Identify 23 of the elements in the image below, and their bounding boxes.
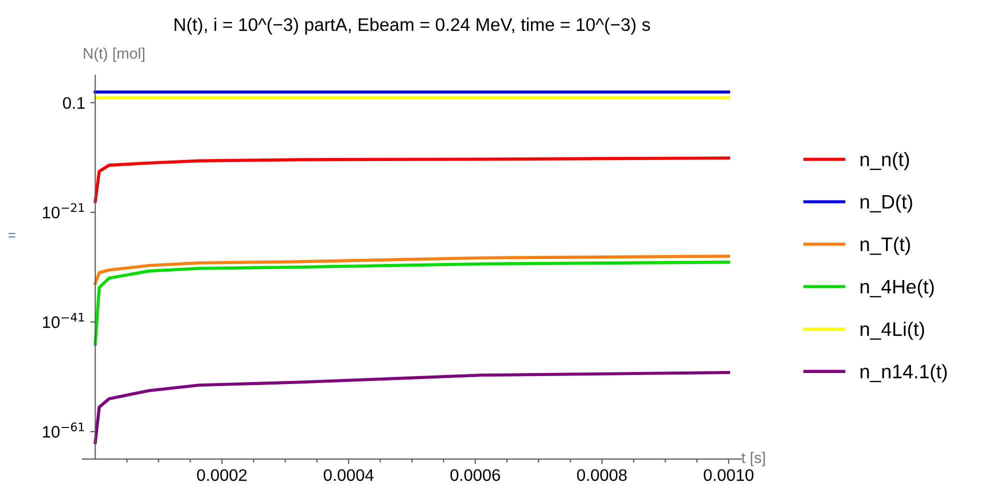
legend-label: n_n14.1(t) — [860, 364, 947, 382]
line-series — [94, 260, 730, 346]
y-axis-title: N(t) [mol] — [84, 48, 144, 62]
text: = — [8, 232, 16, 238]
legend-label: n_D(t) — [860, 194, 912, 213]
x-tick-label: 0.0002 — [197, 469, 247, 481]
y-tick-label: 10$^{−21}$ — [42, 203, 84, 218]
x-tick-label: 0.0006 — [450, 469, 500, 481]
y-tick-label: 0.1 — [63, 97, 85, 109]
line-series — [94, 371, 730, 444]
x-tick-label: 0.0010 — [704, 469, 754, 481]
chart-title: N(t), i = 10^(−3) partA, Ebeam = 0.24 MeV, time = 10^(−3) s — [174, 18, 650, 35]
legend-label: n_4Li(t) — [860, 322, 924, 340]
legend-label: n_4He(t) — [860, 279, 934, 298]
line-series — [94, 254, 730, 286]
line-series — [94, 156, 730, 203]
x-axis-title: t [s] — [742, 452, 765, 466]
x-tick-label: 0.0008 — [577, 469, 627, 481]
y-tick-label: 10$^{−61}$ — [42, 422, 84, 438]
legend-label: n_T(t) — [860, 236, 910, 255]
x-tick-label: 0.0004 — [324, 469, 374, 481]
legend-label: n_n(t) — [860, 152, 909, 170]
y-tick-label: 10$^{−41}$ — [42, 313, 84, 328]
